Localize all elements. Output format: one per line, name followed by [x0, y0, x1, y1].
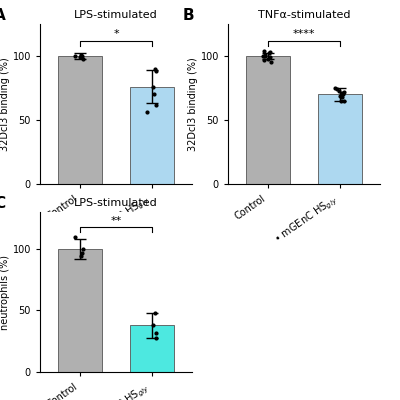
Text: B: B [182, 8, 194, 23]
Bar [130, 87, 174, 184]
Bar [246, 56, 290, 184]
Text: A: A [0, 8, 6, 23]
Title: LPS-stimulated: LPS-stimulated [74, 198, 158, 208]
Bar [318, 94, 362, 184]
Text: C: C [0, 196, 6, 211]
Text: **: ** [110, 216, 122, 226]
Bar [58, 56, 102, 184]
Title: TNFα-stimulated: TNFα-stimulated [258, 10, 350, 20]
Y-axis label: Human primary
neutrophils (%): Human primary neutrophils (%) [0, 254, 10, 330]
Text: ****: **** [293, 29, 315, 39]
Y-axis label: 32Dcl3 binding (%): 32Dcl3 binding (%) [188, 57, 198, 151]
Text: *: * [113, 29, 119, 39]
Bar [58, 249, 102, 372]
Bar [130, 325, 174, 372]
Y-axis label: 32Dcl3 binding (%): 32Dcl3 binding (%) [0, 57, 10, 151]
Title: LPS-stimulated: LPS-stimulated [74, 10, 158, 20]
